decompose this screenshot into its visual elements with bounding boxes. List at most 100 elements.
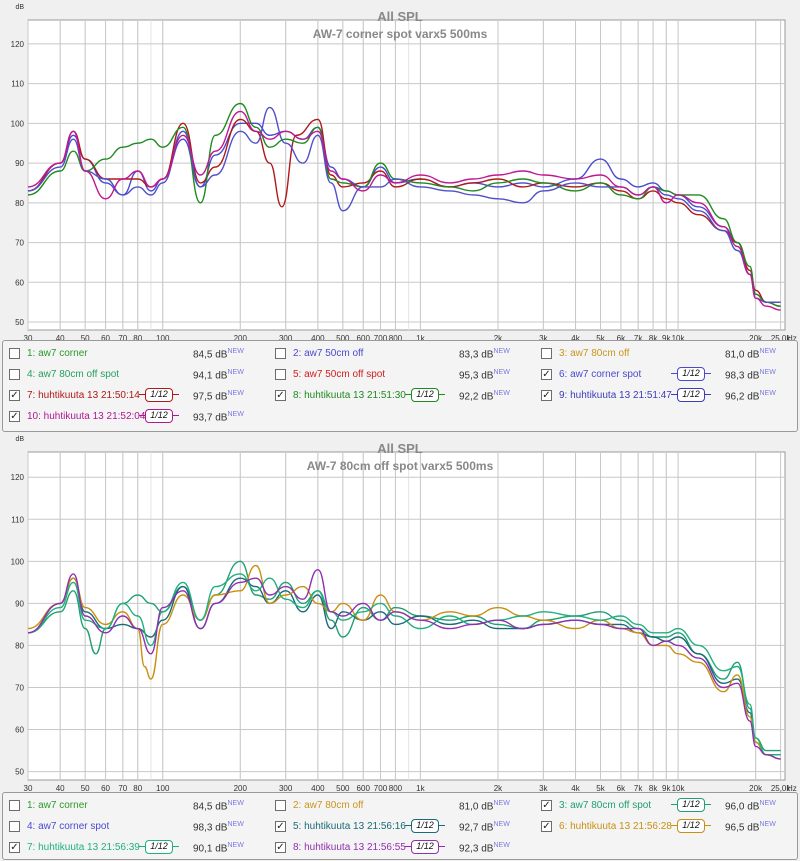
- x-tick-label: 40: [56, 784, 65, 792]
- smoothing-badge[interactable]: 1/12: [671, 819, 711, 833]
- x-tick-label: 50: [81, 784, 90, 792]
- legend-checkbox[interactable]: ✓: [9, 411, 20, 422]
- legend-checkbox[interactable]: ✓: [275, 821, 286, 832]
- legend-checkbox[interactable]: [541, 348, 552, 359]
- x-tick-label: 7k: [634, 784, 643, 792]
- y-tick-label: 70: [15, 239, 24, 248]
- legend-item[interactable]: ✓ 6: huhtikuuta 13 21:56:28 1/12 96,5 dBNEW: [535, 817, 797, 837]
- x-tick-label: 70: [118, 334, 127, 340]
- y-tick-label: 90: [15, 159, 24, 168]
- legend-item[interactable]: ✓ 10: huhtikuuta 13 21:52:04 1/12 93,7 dBNE…: [3, 407, 265, 427]
- legend-checkbox[interactable]: [275, 348, 286, 359]
- legend-item[interactable]: 3: aw7 80cm off 81,0 dBNEW: [535, 344, 797, 364]
- legend-value: 92,2 dBNEW: [459, 390, 510, 403]
- legend-item[interactable]: 5: aw7 50cm off spot 95,3 dBNEW: [269, 365, 531, 385]
- legend-row: ✓ 7: huhtikuuta 13 21:50:14 1/12 97,5 dBNEW…: [3, 386, 799, 406]
- legend-box: 1: aw7 corner 84,5 dBNEW 2: aw7 50cm off 83…: [2, 340, 798, 432]
- legend-checkbox[interactable]: [9, 348, 20, 359]
- legend-row: 1: aw7 corner 84,5 dBNEW 2: aw7 80cm off 81…: [3, 796, 799, 816]
- new-badge: NEW: [493, 348, 510, 355]
- y-tick-label: 120: [11, 473, 25, 482]
- legend-item[interactable]: ✓ 8: huhtikuuta 13 21:51:30 1/12 92,2 dBNEW: [269, 386, 531, 406]
- legend-label: 7: huhtikuuta 13 21:56:39: [27, 842, 140, 853]
- legend-item[interactable]: ✓ 7: huhtikuuta 13 21:56:39 1/12 90,1 dBNEW: [3, 838, 265, 858]
- legend-label: 8: huhtikuuta 13 21:56:55: [293, 842, 406, 853]
- legend-item[interactable]: ✓ 5: huhtikuuta 13 21:56:16 1/12 92,7 dBNEW: [269, 817, 531, 837]
- smoothing-badge[interactable]: 1/12: [139, 388, 179, 402]
- legend-item[interactable]: 1: aw7 corner 84,5 dBNEW: [3, 344, 265, 364]
- legend-checkbox[interactable]: ✓: [541, 821, 552, 832]
- legend-checkbox[interactable]: ✓: [9, 390, 20, 401]
- x-tick-label: 800: [389, 334, 403, 340]
- legend-row: 4: aw7 80cm off spot 94,1 dBNEW 5: aw7 50c…: [3, 365, 799, 385]
- series-line: [27, 560, 781, 752]
- smoothing-badge[interactable]: 1/12: [405, 388, 445, 402]
- legend-checkbox[interactable]: ✓: [275, 390, 286, 401]
- x-tick-label: 800: [389, 784, 403, 792]
- x-tick-label: 30: [24, 784, 33, 792]
- legend-item[interactable]: ✓ 3: aw7 80cm off spot 1/12 96,0 dBNEW: [535, 796, 797, 816]
- smoothing-badge[interactable]: 1/12: [405, 840, 445, 854]
- smoothing-badge[interactable]: 1/12: [139, 840, 179, 854]
- legend-value: 94,1 dBNEW: [193, 369, 244, 382]
- smoothing-badge[interactable]: 1/12: [671, 798, 711, 812]
- x-tick-label: 500: [336, 334, 350, 340]
- legend-item[interactable]: ✓ 9: huhtikuuta 13 21:51:47 1/12 96,2 dBNEW: [535, 386, 797, 406]
- x-tick-label: 6k: [617, 784, 626, 792]
- x-tick-label: 5k: [596, 784, 605, 792]
- new-badge: NEW: [759, 390, 776, 397]
- legend-checkbox[interactable]: [9, 369, 20, 380]
- series-line: [27, 577, 781, 756]
- legend-item[interactable]: ✓ 7: huhtikuuta 13 21:50:14 1/12 97,5 dBNEW: [3, 386, 265, 406]
- smoothing-badge[interactable]: 1/12: [671, 388, 711, 402]
- legend-item[interactable]: ✓ 8: huhtikuuta 13 21:56:55 1/12 92,3 dBNEW: [269, 838, 531, 858]
- legend-checkbox[interactable]: [9, 821, 20, 832]
- new-badge: NEW: [493, 369, 510, 376]
- x-tick-label: 500: [336, 784, 350, 792]
- new-badge: NEW: [227, 411, 244, 418]
- legend-checkbox[interactable]: ✓: [275, 842, 286, 853]
- x-tick-label: 10k: [672, 334, 686, 340]
- x-tick-label: 30: [24, 334, 33, 340]
- y-tick-label: 110: [11, 80, 24, 89]
- y-tick-label: 50: [15, 768, 24, 777]
- legend-label: 5: huhtikuuta 13 21:56:16: [293, 821, 406, 832]
- legend-value: 95,3 dBNEW: [459, 369, 510, 382]
- x-tick-label: 20k: [749, 334, 763, 340]
- x-tick-label: 3k: [539, 334, 548, 340]
- legend-checkbox[interactable]: ✓: [541, 800, 552, 811]
- legend-item[interactable]: 2: aw7 80cm off 81,0 dBNEW: [269, 796, 531, 816]
- x-tick-label: 700: [374, 784, 388, 792]
- legend-box: 1: aw7 corner 84,5 dBNEW 2: aw7 80cm off 81…: [2, 792, 798, 860]
- new-badge: NEW: [759, 821, 776, 828]
- legend-item[interactable]: 4: aw7 80cm off spot 94,1 dBNEW: [3, 365, 265, 385]
- legend-checkbox[interactable]: [275, 800, 286, 811]
- legend-checkbox[interactable]: ✓: [541, 390, 552, 401]
- x-tick-label: 70: [118, 784, 127, 792]
- legend-checkbox[interactable]: ✓: [9, 842, 20, 853]
- chart-title: All SPL: [377, 441, 423, 456]
- legend-label: 7: huhtikuuta 13 21:50:14: [27, 390, 140, 401]
- new-badge: NEW: [227, 348, 244, 355]
- legend-value: 81,0 dBNEW: [459, 800, 510, 813]
- x-tick-label: 2k: [494, 784, 503, 792]
- new-badge: NEW: [493, 800, 510, 807]
- legend-item[interactable]: 2: aw7 50cm off 83,3 dBNEW: [269, 344, 531, 364]
- legend-item[interactable]: ✓ 6: aw7 corner spot 1/12 98,3 dBNEW: [535, 365, 797, 385]
- legend-value: 96,2 dBNEW: [725, 390, 776, 403]
- smoothing-badge[interactable]: 1/12: [671, 367, 711, 381]
- x-tick-label: 9k: [662, 784, 671, 792]
- legend-item[interactable]: 4: aw7 corner spot 98,3 dBNEW: [3, 817, 265, 837]
- new-badge: NEW: [493, 390, 510, 397]
- x-tick-label: 60: [101, 334, 110, 340]
- y-tick-label: 80: [15, 641, 24, 650]
- legend-label: 1: aw7 corner: [27, 348, 88, 359]
- y-tick-label: 110: [11, 515, 24, 524]
- legend-checkbox[interactable]: [9, 800, 20, 811]
- legend-label: 8: huhtikuuta 13 21:51:30: [293, 390, 406, 401]
- smoothing-badge[interactable]: 1/12: [405, 819, 445, 833]
- legend-checkbox[interactable]: [275, 369, 286, 380]
- legend-item[interactable]: 1: aw7 corner 84,5 dBNEW: [3, 796, 265, 816]
- legend-checkbox[interactable]: ✓: [541, 369, 552, 380]
- smoothing-badge[interactable]: 1/12: [139, 409, 179, 423]
